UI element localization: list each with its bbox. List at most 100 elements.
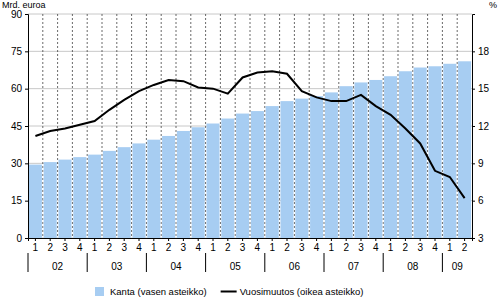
tick: 4 [195, 238, 201, 253]
tick-label: 1 [33, 242, 39, 253]
bar [458, 61, 471, 238]
tick: 45 [11, 121, 28, 132]
legend-swatch [221, 291, 237, 293]
tick-mark [25, 89, 28, 90]
tick: 3 [121, 238, 127, 253]
tick: 4 [136, 238, 142, 253]
x-groups: 0203040506070809 [28, 253, 463, 272]
tick-label: 4 [432, 242, 438, 253]
tick-mark [25, 14, 28, 15]
tick-mark [139, 238, 140, 241]
line [35, 71, 464, 198]
bar [73, 157, 86, 238]
tick: 2 [107, 238, 113, 253]
tick-label: 1 [92, 242, 98, 253]
category-grid-line [102, 14, 103, 238]
tick-label: 3 [299, 242, 305, 253]
tick: 1 [329, 238, 335, 253]
tick: 18 [472, 46, 490, 57]
bar [147, 140, 160, 238]
category-grid-line [412, 14, 413, 238]
tick-label: 75 [11, 46, 23, 57]
tick: 2 [225, 238, 231, 253]
tick: 2 [284, 238, 290, 253]
group-separator [324, 253, 325, 272]
tick-mark [25, 126, 28, 127]
group-label: 08 [407, 261, 419, 272]
tick-label: 15 [11, 195, 23, 206]
bar [236, 114, 249, 238]
bar [132, 143, 145, 238]
tick: 3 [181, 238, 187, 253]
bar [310, 96, 323, 238]
plot-area [29, 61, 471, 238]
tick: 6 [472, 195, 484, 206]
legend-item: Vuosimuutos (oikea asteikko) [221, 286, 364, 297]
tick-label: 1 [210, 242, 216, 253]
tick-mark [472, 126, 475, 127]
tick-label: 1 [329, 242, 335, 253]
tick-label: 60 [11, 83, 23, 94]
tick-mark [50, 238, 51, 241]
bar [325, 92, 338, 238]
tick: 4 [77, 238, 83, 253]
tick: 4 [255, 238, 261, 253]
tick-mark [257, 238, 258, 241]
tick-mark [109, 238, 110, 241]
group-label: 05 [230, 261, 242, 272]
bar [206, 124, 219, 238]
tick-label: 12 [478, 121, 490, 132]
bar [428, 66, 441, 238]
tick: 90 [11, 9, 28, 20]
category-grid-line [205, 14, 206, 238]
tick-mark [287, 238, 288, 241]
tick-mark [79, 238, 80, 241]
chart: 0153045607590369121518123412341234123412… [0, 0, 500, 299]
tick: 3 [417, 238, 423, 253]
category-grid-line [264, 14, 265, 238]
tick: 30 [11, 158, 28, 169]
tick-label: 0 [16, 233, 22, 244]
tick-label: 3 [121, 242, 127, 253]
tick-mark [390, 238, 391, 241]
bar [443, 64, 456, 238]
tick-mark [183, 238, 184, 241]
tick-label: 15 [478, 83, 490, 94]
bar [88, 155, 101, 238]
tick-label: 3 [181, 242, 187, 253]
bar [118, 147, 131, 238]
tick-label: 2 [284, 242, 290, 253]
category-grid-line [338, 14, 339, 238]
bar [29, 165, 42, 238]
category-grid-line [427, 14, 428, 238]
tick: 3 [472, 233, 484, 244]
group-label: 02 [52, 261, 64, 272]
tick: 1 [388, 238, 394, 253]
category-grid-line [220, 14, 221, 238]
tick: 0 [16, 233, 28, 244]
tick: 9 [472, 158, 484, 169]
bar [162, 136, 175, 238]
tick: 2 [47, 238, 53, 253]
tick-label: 45 [11, 121, 23, 132]
group-separator [87, 253, 88, 272]
tick-mark [346, 238, 347, 241]
category-grid-line [383, 14, 384, 238]
legend-item: Kanta (vasen asteikko) [95, 286, 207, 297]
category-grid-line [190, 14, 191, 238]
tick: 2 [166, 238, 172, 253]
y-axis: 0 15 30 45 60 75 90 [11, 9, 29, 244]
tick-mark [472, 89, 475, 90]
axis-line [29, 239, 473, 242]
tick: 2 [343, 238, 349, 253]
bar [221, 119, 234, 238]
tick-label: 3 [240, 242, 246, 253]
bar [44, 162, 57, 238]
tick-label: 3 [358, 242, 364, 253]
bar [192, 127, 205, 238]
bar [177, 131, 190, 238]
bar [280, 101, 293, 238]
tick-mark [420, 238, 421, 241]
group-separator [205, 253, 206, 272]
tick: 1 [151, 238, 157, 253]
